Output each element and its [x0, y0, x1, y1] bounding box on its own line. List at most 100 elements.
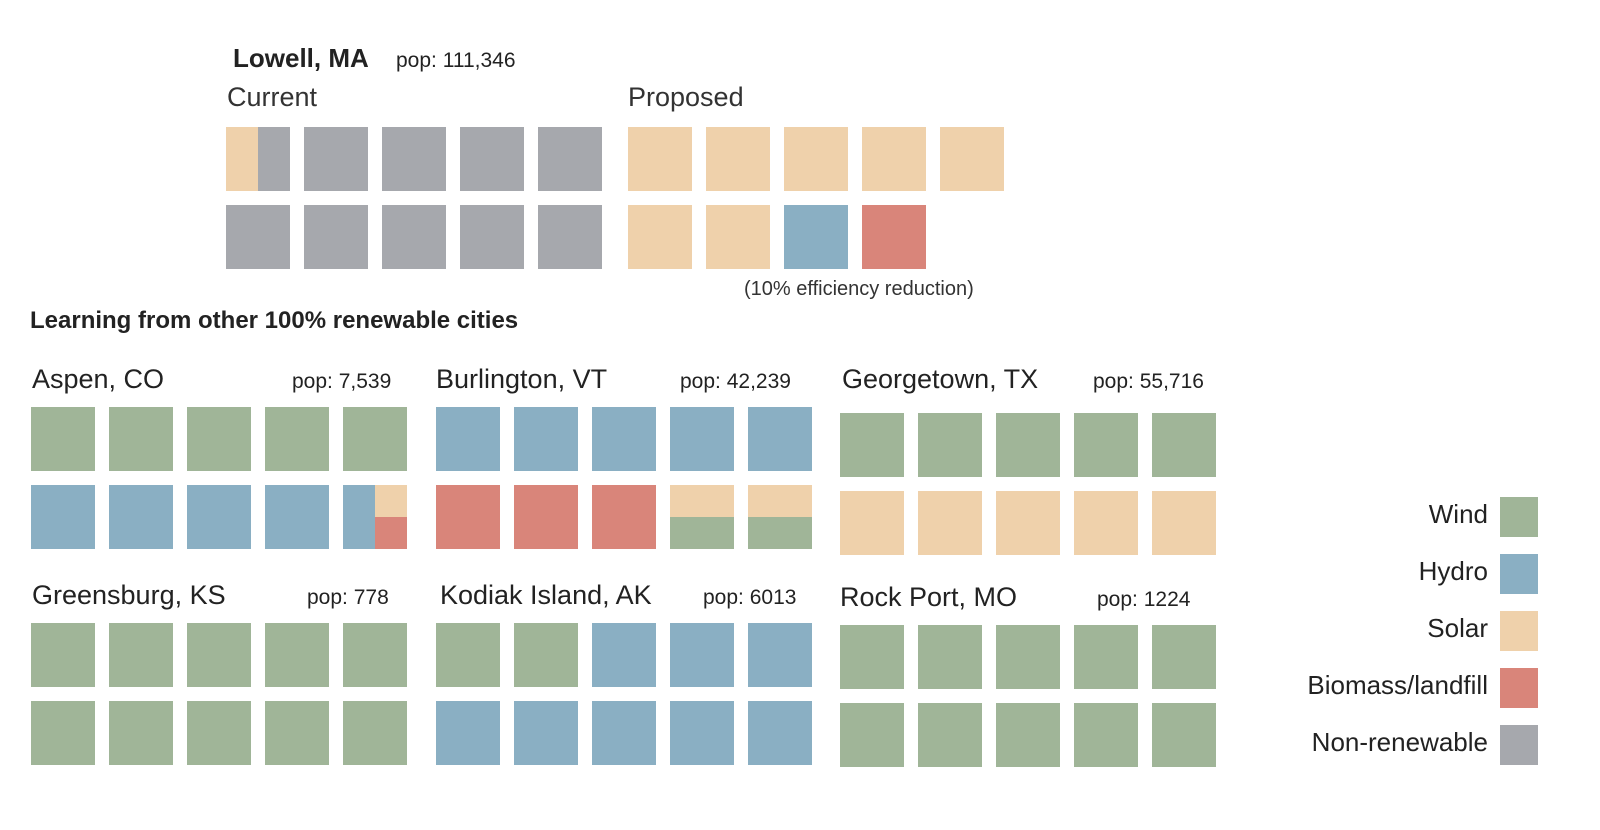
georgetown-square-10 [1152, 491, 1216, 555]
lowell-proposed-square-3-solar [784, 127, 848, 191]
rockport-square-10-wind [1152, 703, 1216, 767]
kodiak-square-2-wind [514, 623, 578, 687]
city-pop-greensburg: pop: 778 [307, 586, 389, 609]
georgetown-square-6 [840, 491, 904, 555]
lowell-current-square-9-nonrenewable [460, 205, 524, 269]
aspen-square-7 [109, 485, 173, 549]
lowell-current-square-1 [226, 127, 290, 191]
greensburg-square-2 [109, 623, 173, 687]
aspen-square-5-wind [343, 407, 407, 471]
city-pop-kodiak: pop: 6013 [703, 586, 797, 609]
lowell-proposed-square-4 [862, 127, 926, 191]
greensburg-square-6-wind [31, 701, 95, 765]
georgetown-square-7-solar [918, 491, 982, 555]
georgetown-square-1-wind [840, 413, 904, 477]
lowell-current-square-9 [460, 205, 524, 269]
aspen-square-10-solar [375, 485, 407, 517]
greensburg-square-3-wind [187, 623, 251, 687]
lowell-proposed-square-1-solar [628, 127, 692, 191]
aspen-square-1-wind [31, 407, 95, 471]
greensburg-square-10-wind [343, 701, 407, 765]
lowell-proposed-note: (10% efficiency reduction) [744, 278, 974, 300]
burlington-square-6 [436, 485, 500, 549]
georgetown-square-4-wind [1074, 413, 1138, 477]
georgetown-square-5 [1152, 413, 1216, 477]
lowell-proposed-square-9 [862, 205, 926, 269]
lowell-proposed-square-1 [628, 127, 692, 191]
burlington-square-9-solar [670, 485, 734, 517]
lowell-current-square-1-nonrenewable [258, 127, 290, 191]
lowell-proposed-square-8 [784, 205, 848, 269]
legend-swatch-wind [1500, 497, 1538, 537]
rockport-square-7-wind [918, 703, 982, 767]
aspen-square-9-hydro [265, 485, 329, 549]
rockport-square-9-wind [1074, 703, 1138, 767]
greensburg-square-5 [343, 623, 407, 687]
kodiak-square-3-hydro [592, 623, 656, 687]
lowell-current-label: Current [227, 82, 318, 112]
legend-label-wind: Wind [1428, 499, 1488, 529]
greensburg-square-7-wind [109, 701, 173, 765]
aspen-square-8 [187, 485, 251, 549]
city-pop-aspen: pop: 7,539 [292, 370, 392, 393]
greensburg-square-4 [265, 623, 329, 687]
lowell-proposed-square-2-solar [706, 127, 770, 191]
aspen-square-9 [265, 485, 329, 549]
rockport-square-6 [840, 703, 904, 767]
georgetown-square-1 [840, 413, 904, 477]
rockport-square-4-wind [1074, 625, 1138, 689]
rockport-square-8-wind [996, 703, 1060, 767]
aspen-square-3 [187, 407, 251, 471]
greensburg-square-10 [343, 701, 407, 765]
kodiak-square-10-hydro [748, 701, 812, 765]
kodiak-square-4-hydro [670, 623, 734, 687]
aspen-square-2-wind [109, 407, 173, 471]
lowell-title: Lowell, MA [233, 43, 369, 73]
georgetown-square-3-wind [996, 413, 1060, 477]
burlington-square-4-hydro [670, 407, 734, 471]
burlington-square-9-wind [670, 517, 734, 549]
lowell-current-square-5 [538, 127, 602, 191]
burlington-square-3-hydro [592, 407, 656, 471]
rockport-square-1-wind [840, 625, 904, 689]
legend-label-solar: Solar [1427, 613, 1488, 643]
aspen-square-10 [343, 485, 407, 549]
burlington-square-2 [514, 407, 578, 471]
lowell-proposed-square-6 [628, 205, 692, 269]
city-pop-georgetown: pop: 55,716 [1093, 370, 1204, 393]
city-name-kodiak: Kodiak Island, AK [440, 580, 652, 610]
greensburg-square-6 [31, 701, 95, 765]
lowell-population: pop: 111,346 [396, 49, 516, 72]
kodiak-square-5 [748, 623, 812, 687]
lowell-proposed-square-9-biomass [862, 205, 926, 269]
aspen-square-2 [109, 407, 173, 471]
city-name-burlington: Burlington, VT [436, 364, 608, 394]
kodiak-square-2 [514, 623, 578, 687]
aspen-square-10-hydro [343, 485, 375, 549]
burlington-square-5 [748, 407, 812, 471]
lowell-proposed-square-3 [784, 127, 848, 191]
georgetown-square-4 [1074, 413, 1138, 477]
kodiak-square-8 [592, 701, 656, 765]
aspen-square-10-biomass [375, 517, 407, 549]
georgetown-square-2 [918, 413, 982, 477]
aspen-square-3-wind [187, 407, 251, 471]
legend-label-nonrenewable: Non-renewable [1311, 727, 1488, 757]
greensburg-square-8-wind [187, 701, 251, 765]
greensburg-square-3 [187, 623, 251, 687]
lowell-current-square-6 [226, 205, 290, 269]
rockport-square-3 [996, 625, 1060, 689]
kodiak-square-9-hydro [670, 701, 734, 765]
kodiak-square-7 [514, 701, 578, 765]
aspen-square-6-hydro [31, 485, 95, 549]
kodiak-square-10 [748, 701, 812, 765]
georgetown-square-7 [918, 491, 982, 555]
lowell-current-square-1-solar [226, 127, 258, 191]
burlington-square-4 [670, 407, 734, 471]
burlington-square-10-wind [748, 517, 812, 549]
greensburg-square-7 [109, 701, 173, 765]
kodiak-square-1-wind [436, 623, 500, 687]
lowell-proposed-square-4-solar [862, 127, 926, 191]
aspen-square-8-hydro [187, 485, 251, 549]
lowell-proposed-square-2 [706, 127, 770, 191]
